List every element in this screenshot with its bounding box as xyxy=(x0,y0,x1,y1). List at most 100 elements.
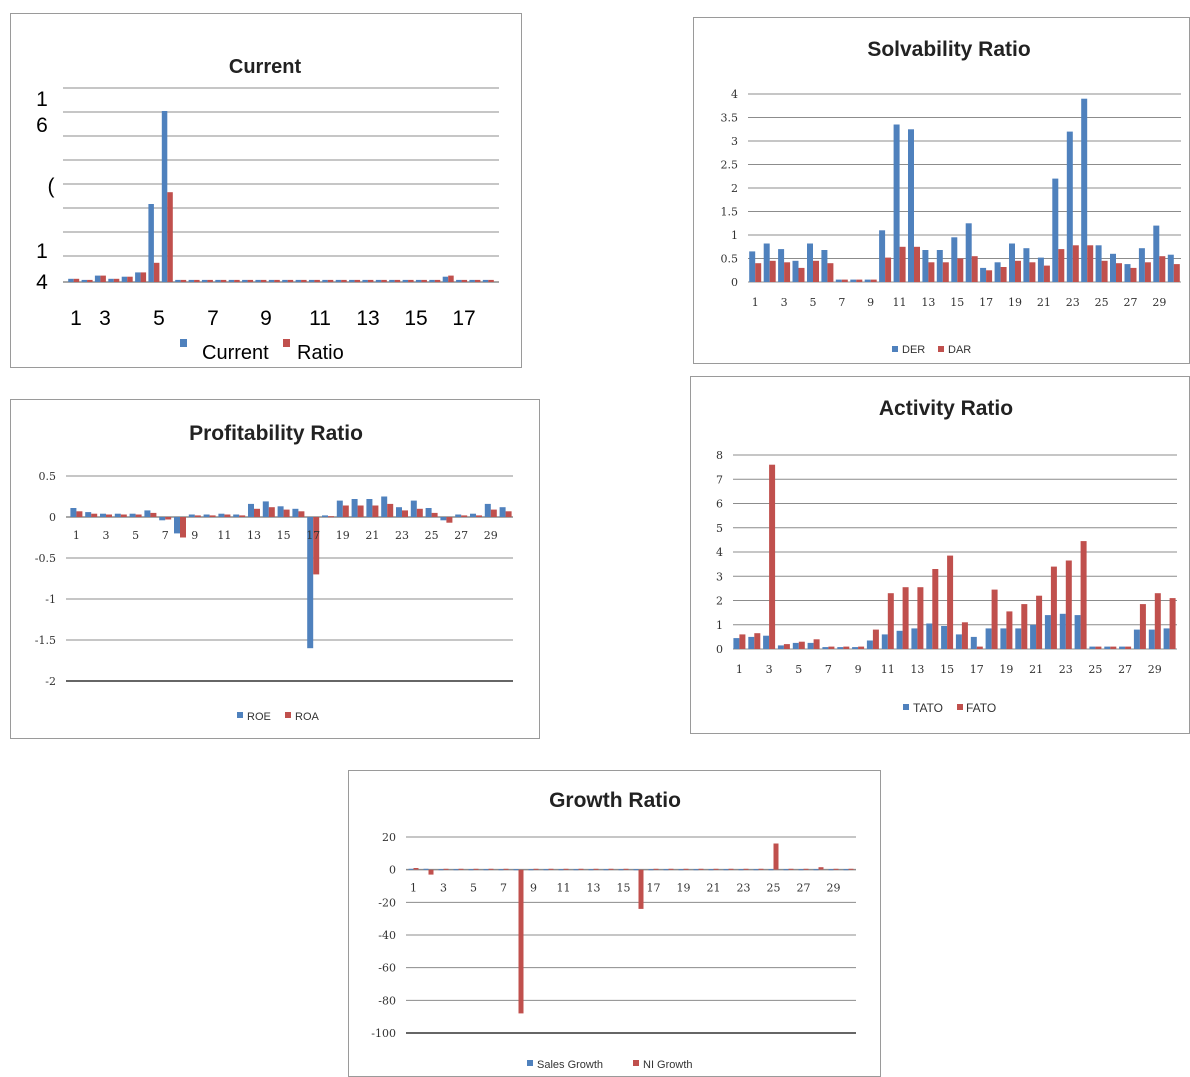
bar-roa xyxy=(476,515,482,517)
bar-ni-growth xyxy=(728,868,734,870)
bar-der xyxy=(965,223,972,283)
x-tick-label: 1 xyxy=(70,307,82,330)
y-tick-label: 2 xyxy=(731,182,738,195)
bar-roa xyxy=(224,514,231,517)
bar-ni-growth xyxy=(473,868,479,870)
bar-fato xyxy=(932,569,939,649)
bar-fato xyxy=(947,555,954,649)
bar-der xyxy=(835,279,842,282)
bar-current xyxy=(68,278,74,282)
bar-ratio xyxy=(207,279,213,282)
bar-current xyxy=(135,272,141,282)
legend-label: NI Growth xyxy=(643,1059,693,1071)
bar-current xyxy=(375,279,382,282)
bar-roe xyxy=(159,517,166,521)
legend-label: FATO xyxy=(966,701,996,715)
y-tick-labels: 0 1 2 3 4 5 6 7 8 xyxy=(716,449,723,656)
bar-roa xyxy=(120,514,127,517)
x-tick-label: 17 xyxy=(452,307,475,330)
x-tick-label: 13 xyxy=(910,663,924,676)
bar-current xyxy=(415,279,422,282)
x-tick-label: 9 xyxy=(260,307,272,330)
x-tick-label: 25 xyxy=(767,882,781,895)
bar-der xyxy=(908,129,914,283)
bar-fato xyxy=(843,646,850,649)
bar-roe xyxy=(129,513,136,517)
bar-roe xyxy=(484,503,491,517)
bar-sales-growth xyxy=(588,869,594,871)
bar-roa xyxy=(416,508,423,517)
y-tick-label: -1 xyxy=(45,593,56,606)
bar-roa xyxy=(254,508,260,517)
bar-tato xyxy=(837,647,844,649)
bar-ni-growth xyxy=(743,868,749,870)
bar-current xyxy=(295,279,302,282)
x-tick-label: 11 xyxy=(557,882,571,895)
bar-ni-growth xyxy=(533,868,539,870)
bar-current xyxy=(335,279,342,282)
bar-ratio xyxy=(394,279,401,282)
bar-current xyxy=(242,279,248,282)
bar-roa xyxy=(91,513,98,517)
bar-roe xyxy=(381,496,388,517)
bar-fato xyxy=(769,464,776,649)
bar-fato xyxy=(887,593,894,649)
bar-der xyxy=(1095,245,1102,282)
bar-sales-growth xyxy=(453,869,459,871)
bar-der xyxy=(980,267,987,282)
legend-swatch-blue xyxy=(527,1060,533,1066)
bar-roe xyxy=(85,512,92,517)
x-tick-label: 1 xyxy=(410,882,417,895)
x-tick-label: 21 xyxy=(1029,663,1043,676)
bar-ni-growth xyxy=(443,868,449,870)
y-tick-label: 1 xyxy=(36,240,48,263)
bar-sales-growth xyxy=(783,869,789,871)
bar-current xyxy=(228,279,235,282)
legend-label: Ratio xyxy=(297,342,344,364)
y-tick-label: 0 xyxy=(716,643,723,656)
bar-der xyxy=(1110,253,1116,282)
gridlines xyxy=(63,87,499,283)
x-tick-label: 27 xyxy=(797,882,811,895)
bar-dar xyxy=(870,279,877,282)
bar-roe xyxy=(233,514,240,517)
bar-ratio xyxy=(100,275,106,282)
bar-fato xyxy=(1095,646,1102,649)
bar-roe xyxy=(262,501,269,517)
bar-ratio xyxy=(488,279,494,282)
bar-roa xyxy=(106,514,112,517)
bar-current xyxy=(201,279,208,282)
bar-ratio xyxy=(301,279,307,282)
x-tick-labels: 1 3 5 7 9 11 13 15 17 xyxy=(70,307,476,330)
bar-ni-growth xyxy=(653,868,659,870)
y-tick-label: 4 xyxy=(716,546,723,559)
y-tick-label: 6 xyxy=(36,114,48,137)
bar-ni-growth xyxy=(713,868,719,870)
x-tick-label: 3 xyxy=(766,663,773,676)
legend-swatch-red xyxy=(938,346,944,352)
x-tick-label: 27 xyxy=(454,529,468,542)
bar-current xyxy=(456,279,462,282)
legend-label: DER xyxy=(902,344,925,356)
bar-dar xyxy=(769,260,776,282)
y-tick-label: 3.5 xyxy=(721,112,739,125)
bar-roe xyxy=(248,503,254,517)
bar-roe xyxy=(277,506,284,517)
legend-swatch-red xyxy=(957,704,963,710)
bar-roa xyxy=(372,505,379,517)
bar-roa xyxy=(490,509,497,517)
chart-growth-svg: Growth Ratio 200-20-40-60-80-100 1 3 5 7 9 11… xyxy=(371,789,856,1071)
x-tick-label: 1 xyxy=(73,529,80,542)
bar-ni-growth xyxy=(698,868,704,870)
x-tick-label: 5 xyxy=(809,296,816,309)
bar-tato xyxy=(1148,629,1155,649)
y-tick-label: 0.5 xyxy=(39,470,57,483)
x-tick-label: 17 xyxy=(979,296,993,309)
legend-label: ROA xyxy=(295,711,320,723)
bar-ni-growth xyxy=(578,868,584,870)
bar-sales-growth xyxy=(723,869,729,871)
x-tick-label: 23 xyxy=(395,529,409,542)
bar-current xyxy=(81,279,88,282)
y-tick-label: 1 xyxy=(731,229,738,242)
bar-roa xyxy=(402,510,408,517)
